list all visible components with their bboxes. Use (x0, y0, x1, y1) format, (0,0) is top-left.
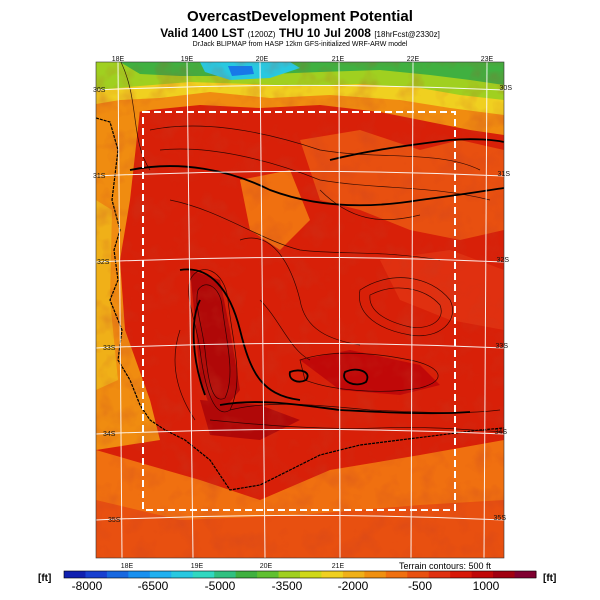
colorbar-swatch (493, 571, 516, 578)
colorbar-swatch (364, 571, 387, 578)
lat-labels-right: 30S 31S 32S 33S 34S 35S (494, 85, 513, 522)
lon-labels-top: 18E 19E 20E 21E 22E 23E (112, 56, 494, 63)
lon-label: 21E (332, 563, 345, 570)
map-field (96, 62, 504, 558)
lon-label: 19E (191, 563, 204, 570)
colorbar-tick-label: -6500 (137, 579, 169, 593)
forecast-info: [18hrFcst@2330z] (374, 30, 440, 39)
colorbar-tick-label: -2000 (337, 579, 369, 593)
colorbar-swatch (257, 571, 280, 578)
colorbar-swatch (471, 571, 494, 578)
colorbar-tick-label: 1000 (472, 579, 500, 593)
colorbar-tick-label: -500 (407, 579, 433, 593)
lat-label: 33S (496, 343, 509, 350)
lat-label: 31S (498, 171, 511, 178)
colorbar-swatch (278, 571, 301, 578)
credit-line: DrJack BLIPMAP from HASP 12km GFS-initia… (192, 41, 408, 48)
lon-labels-bottom: 18E 19E 20E 21E (121, 563, 345, 570)
valid-date: THU 10 Jul 2008 (278, 26, 371, 40)
lat-label: 34S (103, 431, 116, 438)
valid-zulu: (1200Z) (247, 30, 276, 39)
valid-time: Valid 1400 LST (160, 26, 245, 40)
colorbar-swatch (514, 571, 537, 578)
colorbar-swatch (128, 571, 151, 578)
colorbar-swatch (385, 571, 408, 578)
colorbar-border (63, 570, 537, 579)
lat-label: 35S (108, 517, 121, 524)
chart-title: OvercastDevelopment Potential (187, 8, 413, 25)
colorbar-tick-label: -5000 (204, 579, 236, 593)
valid-time-line: Valid 1400 LST (1200Z) THU 10 Jul 2008 [… (0, 26, 600, 40)
colorbar-swatch (428, 571, 451, 578)
colorbar-tick-label: -8000 (71, 579, 103, 593)
colorbar-swatch (342, 571, 365, 578)
inner-domain-box (142, 111, 456, 511)
colorbar-swatch (192, 571, 215, 578)
grid (96, 62, 504, 558)
lon-label: 22E (407, 56, 420, 63)
lat-label: 32S (497, 257, 510, 264)
colorbar-swatch (300, 571, 322, 578)
terrain-contours-major (129, 138, 504, 415)
colorbar-swatch (85, 571, 108, 578)
lat-label: 33S (103, 345, 116, 352)
lon-label: 20E (260, 563, 273, 570)
colorbar-swatch (450, 571, 473, 578)
colorbar-swatch (214, 571, 237, 578)
lat-labels-left: 30S 31S 32S 33S 34S 35S (93, 87, 121, 524)
colorbar-unit-left: [ft] (38, 573, 52, 584)
colorbar-swatch (106, 571, 129, 578)
lon-label: 19E (181, 56, 194, 63)
colorbar-tick-label: -3500 (271, 579, 303, 593)
colorbar-swatch (171, 571, 194, 578)
field-texture (96, 62, 504, 558)
lon-label: 18E (121, 563, 134, 570)
lon-label: 23E (481, 56, 494, 63)
lat-label: 32S (97, 259, 110, 266)
lon-label: 20E (256, 56, 269, 63)
lat-label: 34S (495, 429, 508, 436)
colorbar-swatch (149, 571, 172, 578)
terrain-contours (120, 62, 504, 433)
lat-label: 35S (494, 515, 507, 522)
lat-label: 30S (93, 87, 106, 94)
lat-label: 31S (93, 173, 106, 180)
terrain-contour-label: Terrain contours: 500 ft (399, 561, 492, 571)
coastline (96, 117, 504, 491)
lon-label: 21E (332, 56, 345, 63)
lat-label: 30S (500, 85, 513, 92)
colorbar-swatch (407, 571, 430, 578)
colorbar-unit-right: [ft] (543, 573, 557, 584)
colorbar (63, 570, 537, 579)
lon-label: 18E (112, 56, 125, 63)
colorbar-swatch (64, 571, 86, 578)
colorbar-swatch (321, 571, 344, 578)
colorbar-swatch (235, 571, 258, 578)
map-frame (95, 61, 505, 559)
colorbar-labels: -8000 -6500 -5000 -3500 -2000 -500 1000 (0, 579, 600, 593)
